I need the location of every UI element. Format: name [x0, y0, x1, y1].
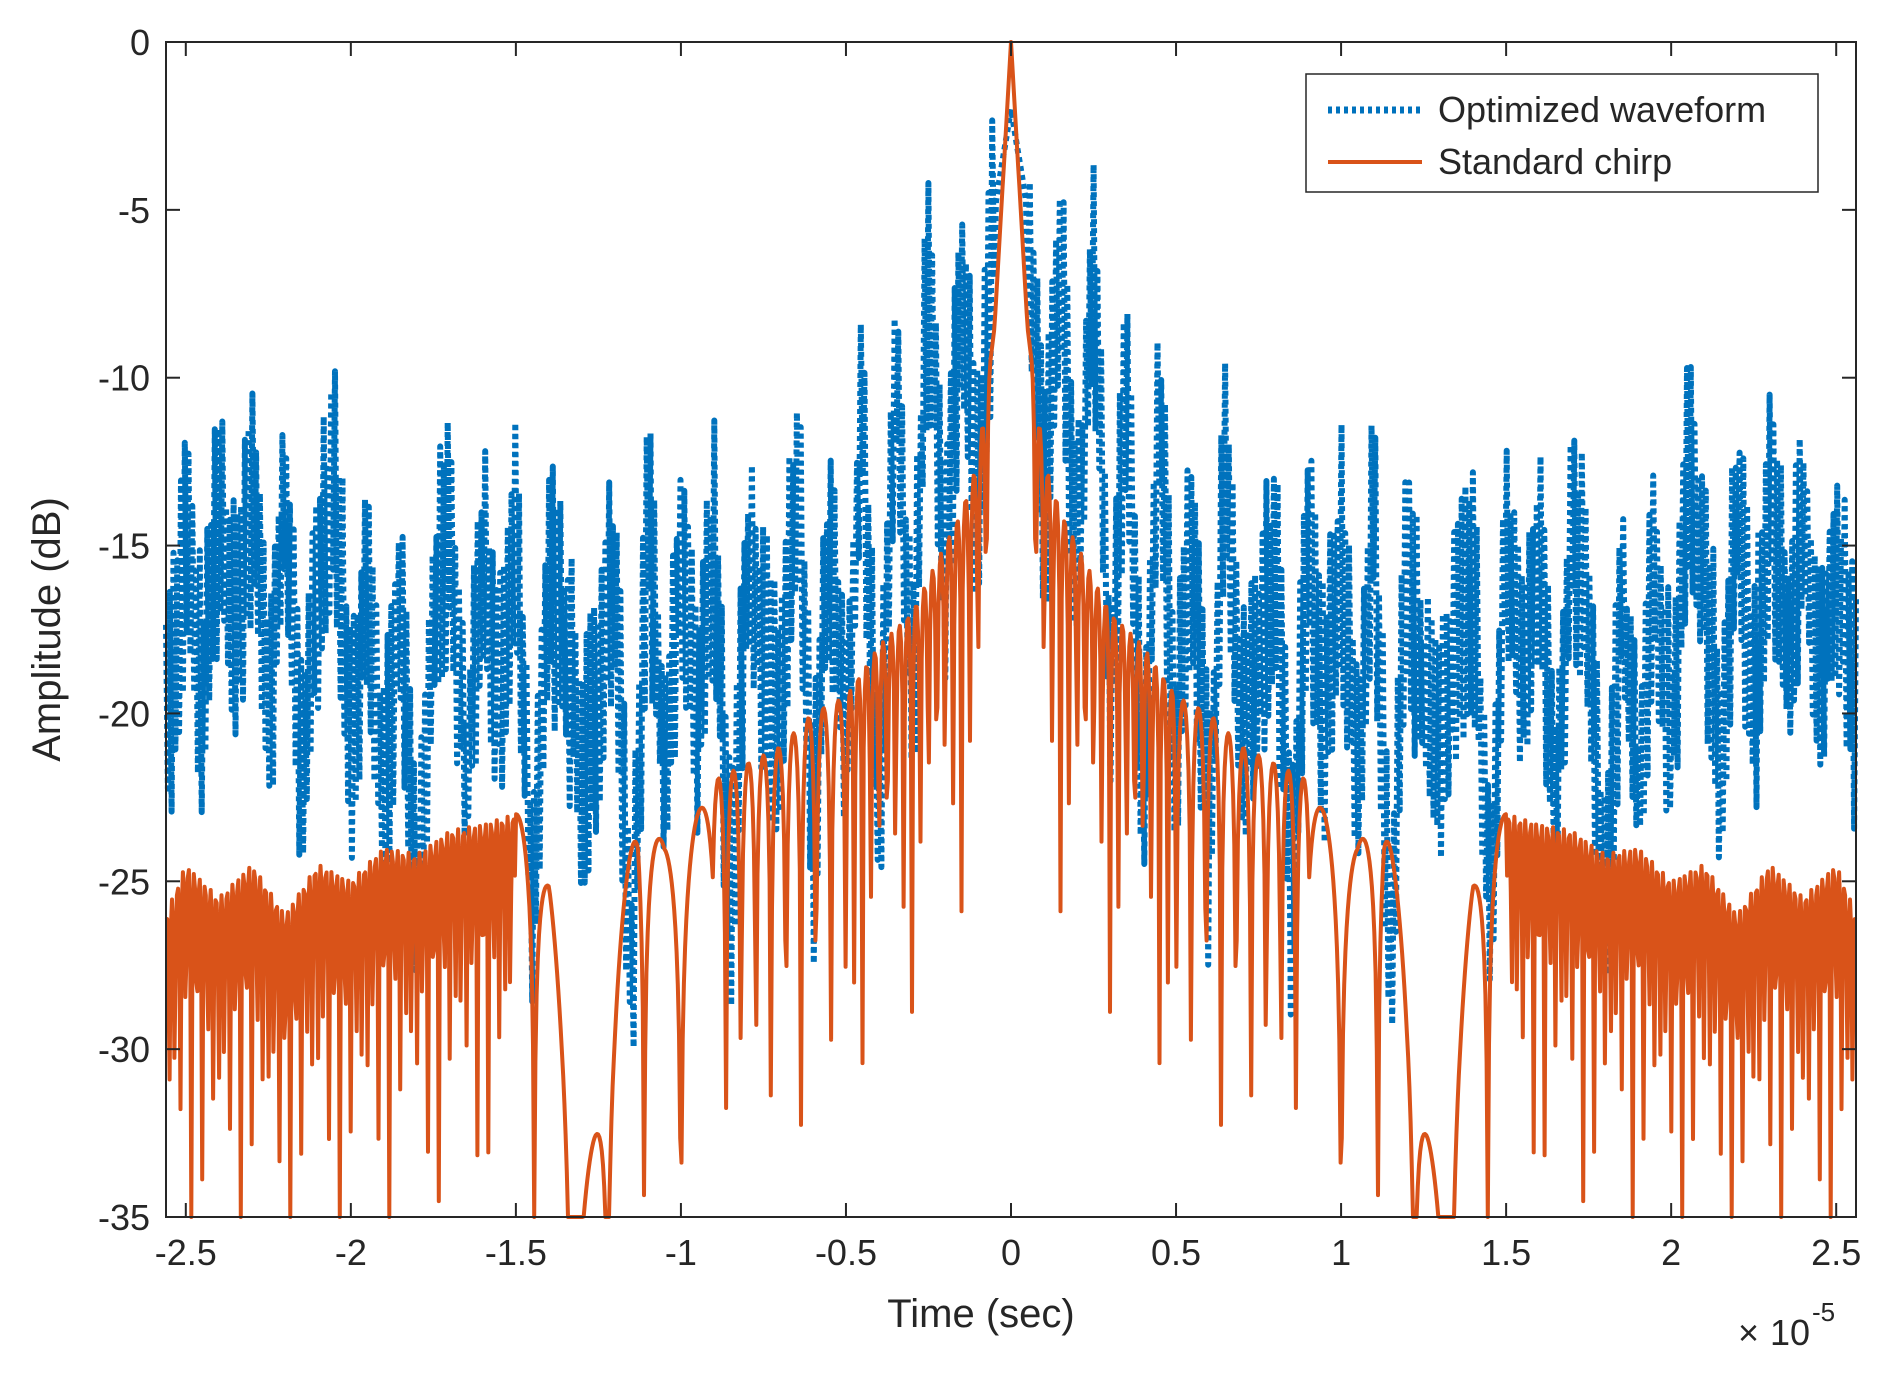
x-tick-label: 1 [1331, 1232, 1351, 1273]
y-tick-label: -5 [118, 190, 150, 231]
legend-box [1305, 73, 1819, 193]
ticks-layer: -2.5 -2 -1.5 -1 -0.5 0 0.5 1 1.5 2 2.5 0 -5 -10 -15 -20… [98, 22, 1861, 1273]
legend-label-standard-chirp: Standard chirp [1438, 141, 1672, 182]
x-tick-label: -2 [335, 1232, 367, 1273]
x-tick-label: 0.5 [1151, 1232, 1201, 1273]
x-axis-exponent-power: -5 [1812, 1297, 1835, 1327]
x-tick-label: -1 [665, 1232, 697, 1273]
x-tick-label: -1.5 [485, 1232, 547, 1273]
y-tick-label: -30 [98, 1029, 150, 1070]
legend-label-optimized-waveform: Optimized waveform [1438, 89, 1766, 130]
y-tick-label: -10 [98, 358, 150, 399]
x-tick-label: -0.5 [815, 1232, 877, 1273]
y-tick-label: -35 [98, 1197, 150, 1238]
y-axis-label: Amplitude (dB) [25, 497, 69, 762]
x-tick-label: 1.5 [1481, 1232, 1531, 1273]
y-tick-label: -20 [98, 693, 150, 734]
x-tick-label: -2.5 [155, 1232, 217, 1273]
y-tick-label: -25 [98, 861, 150, 902]
y-tick-label: -15 [98, 526, 150, 567]
x-tick-label: 2 [1661, 1232, 1681, 1273]
x-tick-label: 0 [1001, 1232, 1021, 1273]
y-tick-label: 0 [130, 22, 150, 63]
x-tick-label: 2.5 [1811, 1232, 1861, 1273]
x-axis-exponent-base: 10 [1770, 1312, 1810, 1353]
series-line-optimized-waveform [163, 106, 1859, 1051]
x-axis-exponent: × 10 -5 [1738, 1297, 1835, 1353]
plot-area [166, 42, 1856, 1217]
x-axis-label: Time (sec) [887, 1292, 1074, 1336]
x-axis-exponent-times: × [1738, 1312, 1759, 1353]
legend: Optimized waveform Standard chirp [1305, 73, 1819, 193]
